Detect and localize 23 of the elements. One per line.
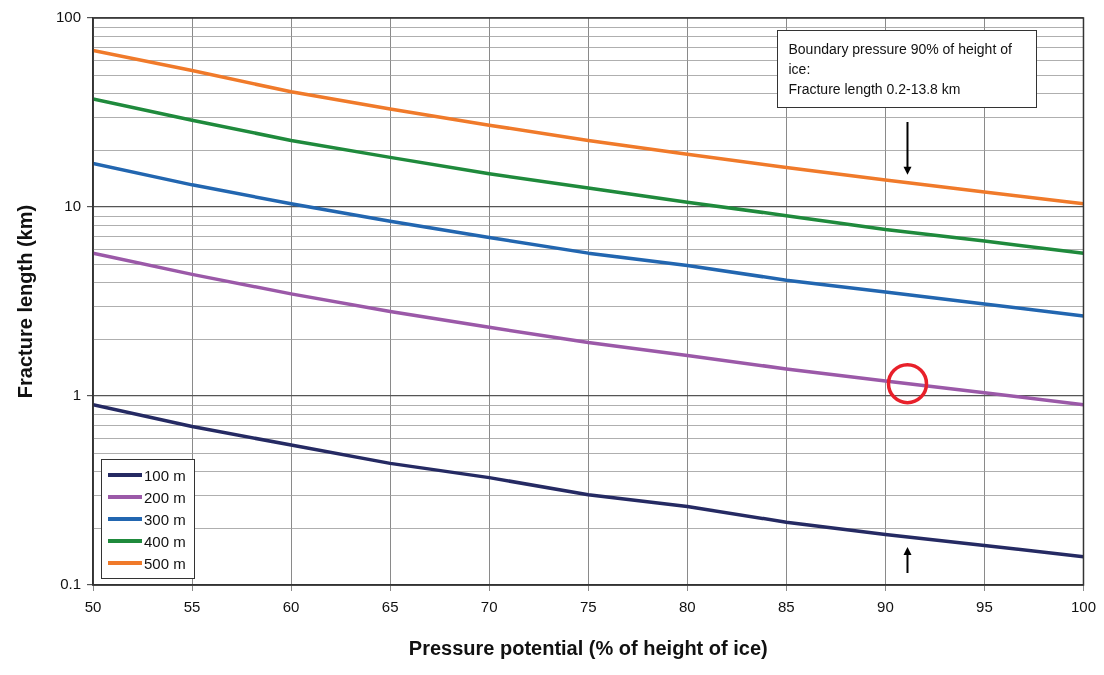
x-tick-label: 85: [778, 598, 795, 616]
legend-label: 200 m: [144, 488, 186, 506]
y-axis-title: Fracture length (km): [13, 204, 36, 399]
x-tick-label: 65: [381, 598, 399, 616]
x-tick-label: 70: [480, 598, 498, 616]
legend-label: 100 m: [144, 466, 186, 484]
y-tick-label: 0.1: [60, 575, 82, 593]
legend-label: 500 m: [144, 554, 186, 572]
y-tick-label: 10: [64, 197, 82, 215]
x-tick-label: 80: [678, 598, 696, 616]
x-tick-label: 75: [579, 598, 597, 616]
x-axis-title: Pressure potential (% of height of ice): [408, 636, 768, 659]
x-tick-label: 100: [1070, 598, 1096, 616]
y-tick-label: 100: [56, 8, 82, 26]
legend-label: 400 m: [144, 532, 186, 550]
y-tick-label: 1: [72, 386, 82, 404]
x-tick-label: 50: [84, 598, 102, 616]
x-tick-label: 55: [183, 598, 201, 616]
x-tick-label: 90: [877, 598, 894, 616]
legend-label: 300 m: [144, 510, 186, 528]
text-box: Boundary pressure 90% of height of ice: Fracture length 0.2-13.8 km: [777, 30, 1038, 108]
x-tick-label: 60: [282, 598, 300, 616]
x-tick-label: 95: [976, 598, 993, 616]
